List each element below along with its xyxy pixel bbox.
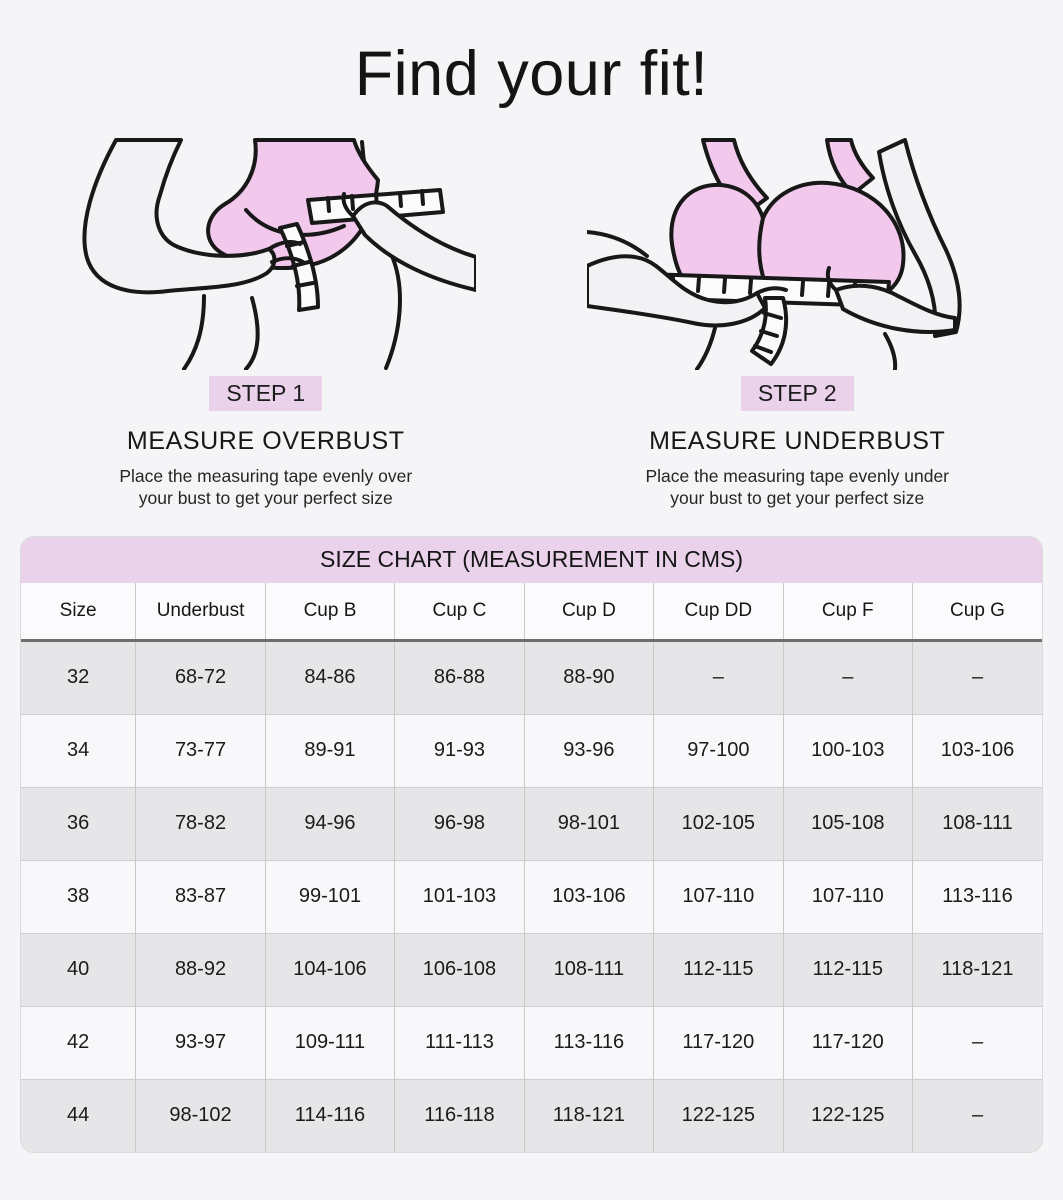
- step-2-description: Place the measuring tape evenly under you…: [532, 466, 1063, 509]
- size-chart-title: SIZE CHART (MEASUREMENT IN CMS): [21, 536, 1042, 583]
- measurement-cell: 83-87: [135, 860, 266, 934]
- measurement-cell: 122-125: [782, 1079, 913, 1152]
- measurement-cell: 99-101: [264, 860, 395, 934]
- measurement-cell: 113-116: [912, 860, 1042, 934]
- measurement-cell: 84-86: [264, 640, 395, 715]
- measurement-cell: –: [912, 640, 1042, 715]
- measurement-cell: 111-113: [394, 1006, 525, 1080]
- table-row: 34 73-77 89-91 91-93 93-96 97-100 100-103 103-1…: [21, 714, 1042, 788]
- step-1-description-line1: Place the measuring tape evenly over: [119, 466, 413, 487]
- measurement-cell: 98-102: [135, 1079, 266, 1152]
- measurement-cell: –: [912, 1079, 1042, 1152]
- column-header: Cup B: [264, 582, 395, 641]
- step-underbust: STEP 2 MEASURE UNDERBUST Place the measu…: [532, 138, 1063, 510]
- measurement-cell: 103-106: [523, 860, 654, 934]
- measurement-cell: 117-120: [782, 1006, 913, 1080]
- measurement-cell: 93-96: [523, 714, 654, 788]
- measurement-cell: 93-97: [135, 1006, 266, 1080]
- measurement-cell: 78-82: [135, 787, 266, 861]
- measurement-cell: 107-110: [782, 860, 913, 934]
- step-2-description-line1: Place the measuring tape evenly under: [645, 466, 950, 487]
- measurement-cell: 89-91: [264, 714, 395, 788]
- steps-row: STEP 1 MEASURE OVERBUST Place the measur…: [0, 138, 1063, 510]
- measurement-cell: 73-77: [135, 714, 266, 788]
- measurement-cell: –: [912, 1006, 1042, 1080]
- measurement-cell: 107-110: [653, 860, 784, 934]
- step-2-badge: STEP 2: [740, 376, 854, 412]
- table-row: 44 98-102 114-116 116-118 118-121 122-125 122-…: [21, 1079, 1042, 1152]
- measurement-cell: 91-93: [394, 714, 525, 788]
- table-row: 32 68-72 84-86 86-88 88-90– – –: [21, 640, 1042, 715]
- measurement-cell: 102-105: [653, 787, 784, 861]
- size-cell: 32: [67, 666, 90, 689]
- column-header: Cup C: [394, 582, 525, 641]
- measurement-cell: 101-103: [394, 860, 525, 934]
- step-1-description: Place the measuring tape evenly over your…: [0, 466, 532, 509]
- measurement-cell: 94-96: [264, 787, 395, 861]
- table-row: 40 88-92 104-106 106-108 108-111 112-115 112-1…: [21, 933, 1042, 1007]
- size-cell: 34: [67, 739, 90, 762]
- step-1-heading: MEASURE OVERBUST: [126, 427, 405, 456]
- table-row: 42 93-97 109-111 111-113 113-116 117-120 117-1…: [21, 1006, 1042, 1080]
- measure-overbust-illustration: [56, 138, 478, 371]
- column-header: Size: [21, 582, 136, 641]
- step-2-heading: MEASURE UNDERBUST: [649, 427, 946, 456]
- measurement-cell: 106-108: [394, 933, 525, 1007]
- column-header: Cup DD: [653, 582, 784, 641]
- measurement-cell: –: [653, 640, 784, 715]
- column-header: Underbust: [135, 582, 266, 641]
- size-cell: 44: [67, 1104, 90, 1127]
- measurement-cell: 86-88: [394, 640, 525, 715]
- measurement-cell: –: [782, 640, 913, 715]
- measurement-cell: 109-111: [264, 1006, 395, 1080]
- step-1-description-line2: your bust to get your perfect size: [138, 487, 393, 508]
- measurement-cell: 104-106: [264, 933, 395, 1007]
- size-cell: 40: [67, 958, 90, 981]
- measurement-cell: 118-121: [523, 1079, 654, 1152]
- measurement-cell: 122-125: [653, 1079, 784, 1152]
- measurement-cell: 96-98: [394, 787, 525, 861]
- measurement-cell: 68-72: [135, 640, 266, 715]
- measurement-cell: 112-115: [653, 933, 784, 1007]
- size-cell: 38: [67, 885, 90, 908]
- measurement-cell: 108-111: [523, 933, 654, 1007]
- step-1-badge: STEP 1: [209, 376, 323, 412]
- size-chart: SIZE CHART (MEASUREMENT IN CMS) Size Unde…: [20, 535, 1043, 1153]
- page-title: Find your fit!: [354, 39, 709, 109]
- measurement-cell: 117-120: [653, 1006, 784, 1080]
- measurement-cell: 88-90: [523, 640, 654, 715]
- table-row: 38 83-87 99-101 101-103 103-106 107-110 107-11…: [21, 860, 1042, 934]
- measurement-cell: 100-103: [782, 714, 913, 788]
- table-row: 36 78-82 94-96 96-98 98-101 102-105 105-108 108…: [21, 787, 1042, 861]
- column-header: Cup F: [782, 582, 913, 641]
- measurement-cell: 103-106: [912, 714, 1042, 788]
- measurement-cell: 105-108: [782, 787, 913, 861]
- measurement-cell: 116-118: [394, 1079, 525, 1152]
- measurement-cell: 98-101: [523, 787, 654, 861]
- column-header: Cup D: [523, 582, 654, 641]
- measurement-cell: 118-121: [912, 933, 1042, 1007]
- measure-underbust-illustration: [585, 138, 1007, 371]
- measurement-cell: 88-92: [135, 933, 266, 1007]
- measurement-cell: 108-111: [912, 787, 1042, 861]
- measurement-cell: 112-115: [782, 933, 913, 1007]
- step-overbust: STEP 1 MEASURE OVERBUST Place the measur…: [0, 138, 532, 510]
- measurement-cell: 97-100: [653, 714, 784, 788]
- measurement-cell: 114-116: [264, 1079, 395, 1152]
- measurement-cell: 113-116: [523, 1006, 654, 1080]
- step-2-description-line2: your bust to get your perfect size: [670, 487, 925, 508]
- size-cell: 42: [67, 1031, 90, 1054]
- column-header: Cup G: [912, 582, 1042, 641]
- size-chart-body: 32 68-72 84-86 86-88 88-90– – –34 73-77 89-91 91-…: [21, 640, 1042, 1152]
- size-cell: 36: [67, 812, 90, 835]
